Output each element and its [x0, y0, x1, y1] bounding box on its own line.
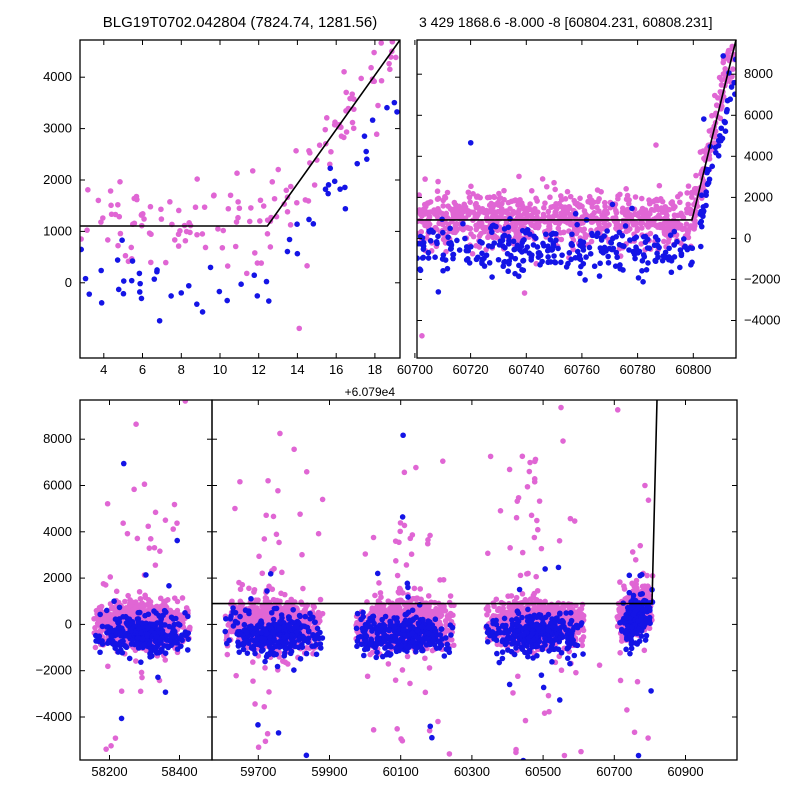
svg-text:4000: 4000: [43, 524, 72, 539]
svg-text:−2000: −2000: [35, 663, 72, 678]
svg-text:58200: 58200: [91, 764, 127, 779]
svg-text:8000: 8000: [43, 431, 72, 446]
svg-text:+6.079e4: +6.079e4: [345, 385, 396, 399]
svg-text:60760: 60760: [564, 362, 600, 377]
svg-text:60780: 60780: [620, 362, 656, 377]
svg-text:−4000: −4000: [35, 709, 72, 724]
svg-text:0: 0: [744, 230, 751, 245]
svg-text:4: 4: [100, 362, 107, 377]
svg-text:2000: 2000: [43, 570, 72, 585]
svg-text:6000: 6000: [43, 478, 72, 493]
svg-text:0: 0: [65, 275, 72, 290]
svg-text:60740: 60740: [508, 362, 544, 377]
svg-text:1000: 1000: [43, 223, 72, 238]
svg-text:6: 6: [139, 362, 146, 377]
svg-text:6000: 6000: [744, 107, 773, 122]
svg-text:3 429 1868.6 -8.000 -8 [60804.: 3 429 1868.6 -8.000 -8 [60804.231, 60808…: [419, 14, 712, 30]
svg-text:14: 14: [290, 362, 304, 377]
svg-text:2000: 2000: [43, 172, 72, 187]
svg-text:16: 16: [329, 362, 343, 377]
svg-text:60720: 60720: [453, 362, 489, 377]
svg-text:8000: 8000: [744, 66, 773, 81]
svg-text:2000: 2000: [744, 189, 773, 204]
svg-text:58400: 58400: [161, 764, 197, 779]
svg-text:60800: 60800: [675, 362, 711, 377]
svg-text:3000: 3000: [43, 121, 72, 136]
svg-text:60700: 60700: [397, 362, 433, 377]
svg-text:−2000: −2000: [744, 271, 781, 286]
svg-text:4000: 4000: [43, 69, 72, 84]
svg-text:12: 12: [251, 362, 265, 377]
svg-text:0: 0: [65, 616, 72, 631]
svg-text:10: 10: [213, 362, 227, 377]
svg-text:18: 18: [368, 362, 382, 377]
svg-text:4000: 4000: [744, 148, 773, 163]
svg-text:BLG19T0702.042804 (7824.74, 12: BLG19T0702.042804 (7824.74, 1281.56): [103, 14, 377, 31]
svg-text:−4000: −4000: [744, 313, 781, 328]
svg-text:8: 8: [178, 362, 185, 377]
